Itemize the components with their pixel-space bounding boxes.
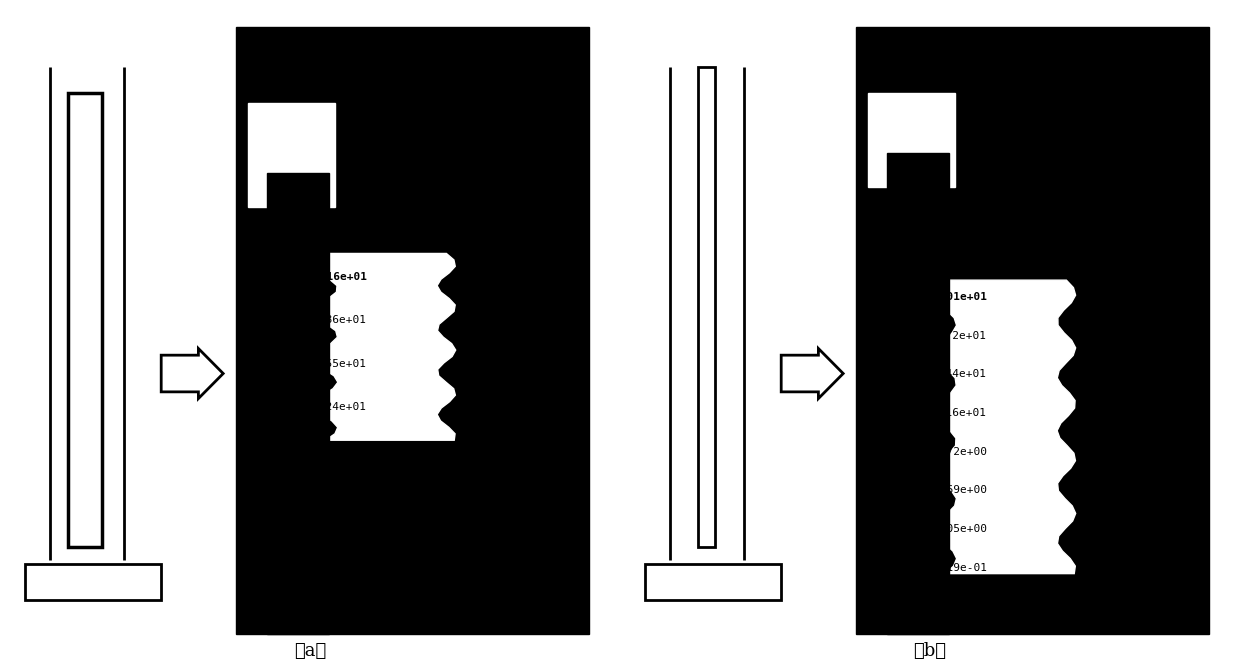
FancyArrow shape: [781, 348, 843, 398]
Text: 1.24e+01: 1.24e+01: [312, 402, 367, 412]
FancyArrow shape: [161, 348, 223, 398]
Bar: [267, 173, 329, 634]
Text: 3.05e+00: 3.05e+00: [934, 524, 987, 534]
Text: 8.72e+00: 8.72e+00: [934, 447, 987, 456]
Text: B: B: [568, 456, 580, 475]
Polygon shape: [935, 280, 1075, 574]
Text: A: A: [568, 312, 580, 331]
Text: （b）: （b）: [914, 642, 946, 660]
Text: （a）: （a）: [294, 642, 326, 660]
Text: 9.38e+00: 9.38e+00: [312, 446, 367, 455]
Text: 3.26e+00: 3.26e+00: [312, 532, 367, 542]
Text: 2.19e-01: 2.19e-01: [934, 563, 987, 572]
Bar: [248, 103, 335, 207]
Text: 1.86e+01: 1.86e+01: [312, 315, 367, 325]
Bar: [645, 564, 781, 600]
Text: 1.55e+01: 1.55e+01: [312, 359, 367, 368]
Text: C: C: [1188, 431, 1200, 450]
Polygon shape: [314, 253, 455, 440]
Text: 5.69e+00: 5.69e+00: [934, 486, 987, 495]
Text: 1.16e+01: 1.16e+01: [934, 408, 987, 418]
Text: 1.72e+01: 1.72e+01: [934, 331, 987, 340]
Text: 2.01e+01: 2.01e+01: [934, 292, 987, 301]
Text: 1.44e+01: 1.44e+01: [934, 370, 987, 379]
Text: 6.32e+00: 6.32e+00: [312, 489, 367, 498]
Bar: [68, 93, 102, 547]
Text: 2.16e+01: 2.16e+01: [312, 272, 367, 281]
Bar: [25, 564, 161, 600]
Bar: [236, 27, 589, 634]
Bar: [868, 93, 955, 187]
Bar: [887, 153, 949, 634]
Bar: [697, 67, 714, 547]
Bar: [856, 27, 1209, 634]
